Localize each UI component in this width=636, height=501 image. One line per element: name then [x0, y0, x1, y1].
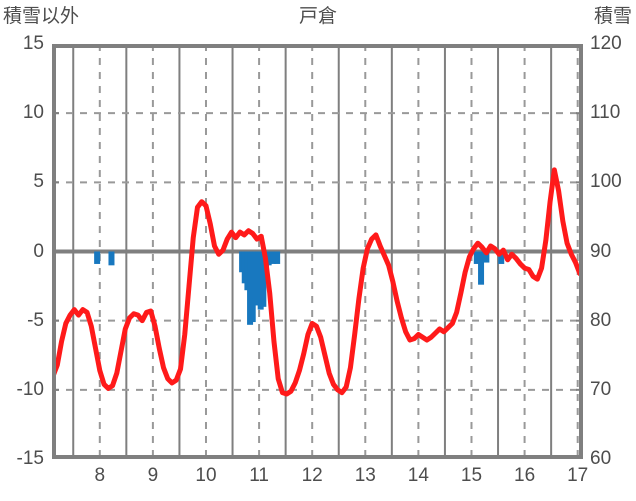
right-tick-110: 110 — [590, 102, 621, 124]
left-tick-10: 10 — [22, 102, 44, 124]
bottom-tick-9: 9 — [147, 465, 159, 486]
left-tick-5: 5 — [33, 171, 44, 193]
snowfall-bar — [94, 251, 101, 264]
left-tick--10: -10 — [16, 378, 44, 400]
right-tick-120: 120 — [590, 33, 622, 54]
left-tick--5: -5 — [27, 309, 44, 331]
snowfall-bar — [274, 251, 281, 264]
non-snow-line — [52, 167, 583, 397]
plot-area — [52, 44, 583, 459]
snowfall-bars — [94, 251, 505, 325]
snowfall-bar — [483, 251, 490, 263]
snowfall-bar — [260, 251, 267, 307]
line-red-path — [52, 167, 583, 397]
bottom-tick-15: 15 — [460, 465, 483, 486]
bottom-tick-16: 16 — [514, 465, 536, 486]
snowfall-bar — [473, 251, 480, 264]
right-tick-90: 90 — [590, 240, 612, 262]
bottom-tick-10: 10 — [195, 465, 217, 486]
snowfall-bar — [498, 251, 505, 264]
right-tick-70: 70 — [590, 378, 612, 400]
snowfall-bar — [108, 251, 115, 266]
bottom-tick-17: 17 — [567, 465, 589, 486]
right-tick-100: 100 — [590, 171, 622, 193]
bottom-tick-14: 14 — [407, 465, 429, 486]
snowfall-bar — [269, 251, 276, 264]
bottom-tick-13: 13 — [354, 465, 376, 486]
left-tick--15: -15 — [16, 448, 44, 469]
bottom-tick-12: 12 — [301, 465, 323, 486]
left-axis-title: 積雪以外 — [3, 6, 80, 27]
chart-title: 戸倉 — [298, 6, 337, 27]
bottom-tick-8: 8 — [94, 465, 106, 486]
snowfall-bar — [478, 251, 485, 285]
bottom-tick-11: 11 — [249, 465, 269, 486]
left-tick-15: 15 — [22, 33, 44, 54]
right-tick-60: 60 — [590, 448, 612, 469]
right-axis-title: 積雪 — [593, 6, 632, 27]
right-tick-80: 80 — [590, 309, 612, 331]
left-tick-0: 0 — [33, 240, 44, 262]
snowfall-bar — [265, 251, 272, 266]
